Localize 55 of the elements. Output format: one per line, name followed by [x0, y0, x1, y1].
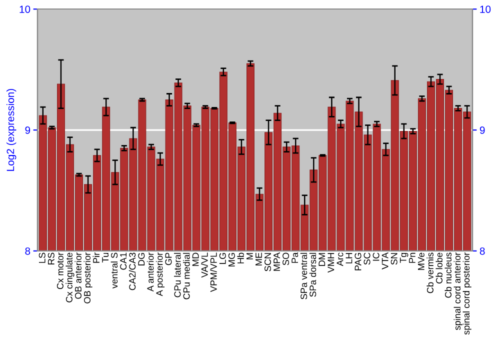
x-tick-label: M [246, 253, 253, 260]
y-tick-label: 9 [25, 126, 30, 134]
x-tick-label: A anterior [146, 252, 154, 292]
x-tick-label: Hb [237, 252, 244, 264]
x-tick-label: CA2/CA3 [128, 252, 136, 290]
x-tick-label: CPu lateral [174, 252, 181, 298]
y-tick-label: 10 [20, 6, 30, 13]
x-tick-label: PAG [354, 253, 362, 270]
x-tick-label: Tu [102, 252, 109, 262]
x-tick-label: SPa ventral [300, 252, 308, 300]
x-tick-label: Pa [292, 252, 298, 263]
x-tick-label: SCN [264, 253, 271, 272]
x-tick-label: Cx motor [56, 252, 64, 290]
x-tick-label: LH [346, 253, 352, 264]
x-tick-label: VTA [382, 252, 388, 270]
x-tick-label: Cb lobe [436, 252, 442, 284]
x-tick-label: MPA [274, 252, 280, 271]
x-tick-label: SC [364, 252, 370, 265]
x-tick-label: MD [192, 252, 199, 266]
x-tick-label: SPa dorsal [309, 252, 316, 297]
y-axis-title: Log2 (expression) [6, 88, 16, 171]
x-tick-label: CA1 [120, 252, 127, 270]
x-tick-label: IC [372, 252, 380, 261]
y2-tick-label: 10 [480, 6, 491, 13]
x-tick-label: SN [390, 253, 398, 265]
x-tick-label: ME [256, 252, 262, 266]
y2-tick-label: 9 [480, 126, 485, 134]
x-tick-label: VPM/VPL [210, 252, 217, 292]
x-tick-label: ventral S [110, 252, 118, 288]
x-tick-label: GP [165, 252, 172, 266]
x-tick-label: RS [48, 252, 54, 264]
x-tick-label: Tg [400, 252, 408, 263]
x-tick-label: Arc [336, 252, 344, 266]
x-tick-label: A posterior [156, 252, 165, 296]
x-tick-label: OB posterior [84, 252, 92, 304]
x-tick-label: spinal cord anterior [454, 252, 462, 330]
y2-tick-label: 8 [480, 247, 485, 255]
x-tick-label: DG [138, 253, 145, 266]
x-tick-label: SO [282, 252, 290, 266]
x-tick-label: LS [38, 252, 46, 263]
x-tick-label: MG [228, 253, 235, 266]
x-tick-label: OB anterior [74, 252, 82, 299]
x-tick-label: Cb nucleus [444, 252, 452, 298]
x-tick-label: CPu medial [183, 252, 190, 300]
x-tick-label: Pn [409, 252, 416, 263]
x-tick-label: VMH [328, 253, 334, 273]
x-tick-label: Pir [92, 252, 100, 263]
x-tick-label: MVe [418, 252, 424, 270]
x-tick-label: LG [219, 253, 226, 264]
x-tick-label: Cx cingulate [66, 252, 74, 302]
x-tick-label: VA/VL [201, 252, 208, 278]
x-tick-label: DM [318, 253, 326, 266]
x-tick-label: spinal cord posterior [462, 252, 472, 335]
y-tick-label: 8 [25, 247, 30, 255]
x-tick-label: Cb vermis [426, 252, 434, 294]
